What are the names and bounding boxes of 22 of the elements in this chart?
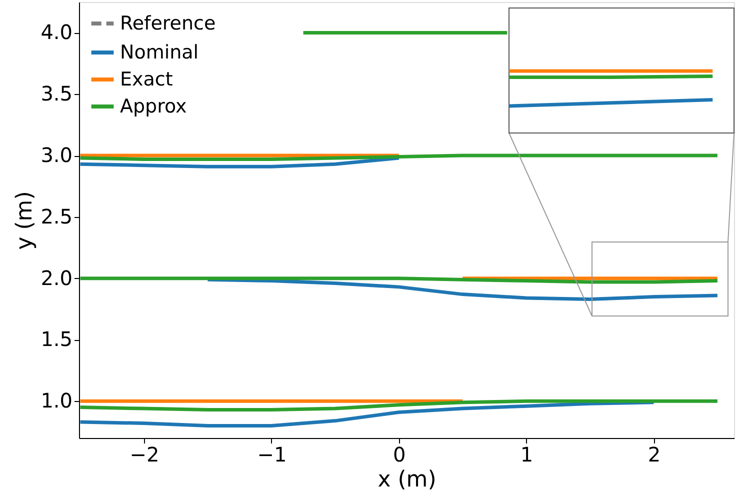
- y-tick-label: 4.0: [40, 20, 72, 44]
- line-series: [78, 156, 401, 168]
- line-series: [206, 278, 720, 301]
- legend-label: Exact: [120, 68, 173, 90]
- y-axis-title: y (m): [12, 191, 38, 250]
- x-tick-label: −1: [257, 442, 287, 466]
- x-tick-label: 0: [392, 442, 406, 466]
- line-series: [78, 400, 656, 428]
- x-tick-label: 1: [520, 442, 534, 466]
- x-axis-title: x (m): [378, 468, 436, 492]
- x-tick-label: −2: [130, 442, 160, 466]
- x-tick-label: 2: [648, 442, 661, 466]
- legend-label: Reference: [120, 12, 216, 34]
- y-tick-label: 1.0: [40, 388, 72, 413]
- y-tick-label: 1.5: [40, 327, 72, 352]
- y-tick-label: 2.0: [40, 266, 72, 290]
- y-tick-label: 3.0: [40, 143, 72, 168]
- y-tick-label: 2.5: [40, 204, 72, 228]
- legend-label: Approx: [120, 96, 187, 118]
- line-series: [78, 399, 720, 412]
- legend-label: Nominal: [120, 42, 199, 64]
- y-tick-label: 3.5: [40, 82, 72, 106]
